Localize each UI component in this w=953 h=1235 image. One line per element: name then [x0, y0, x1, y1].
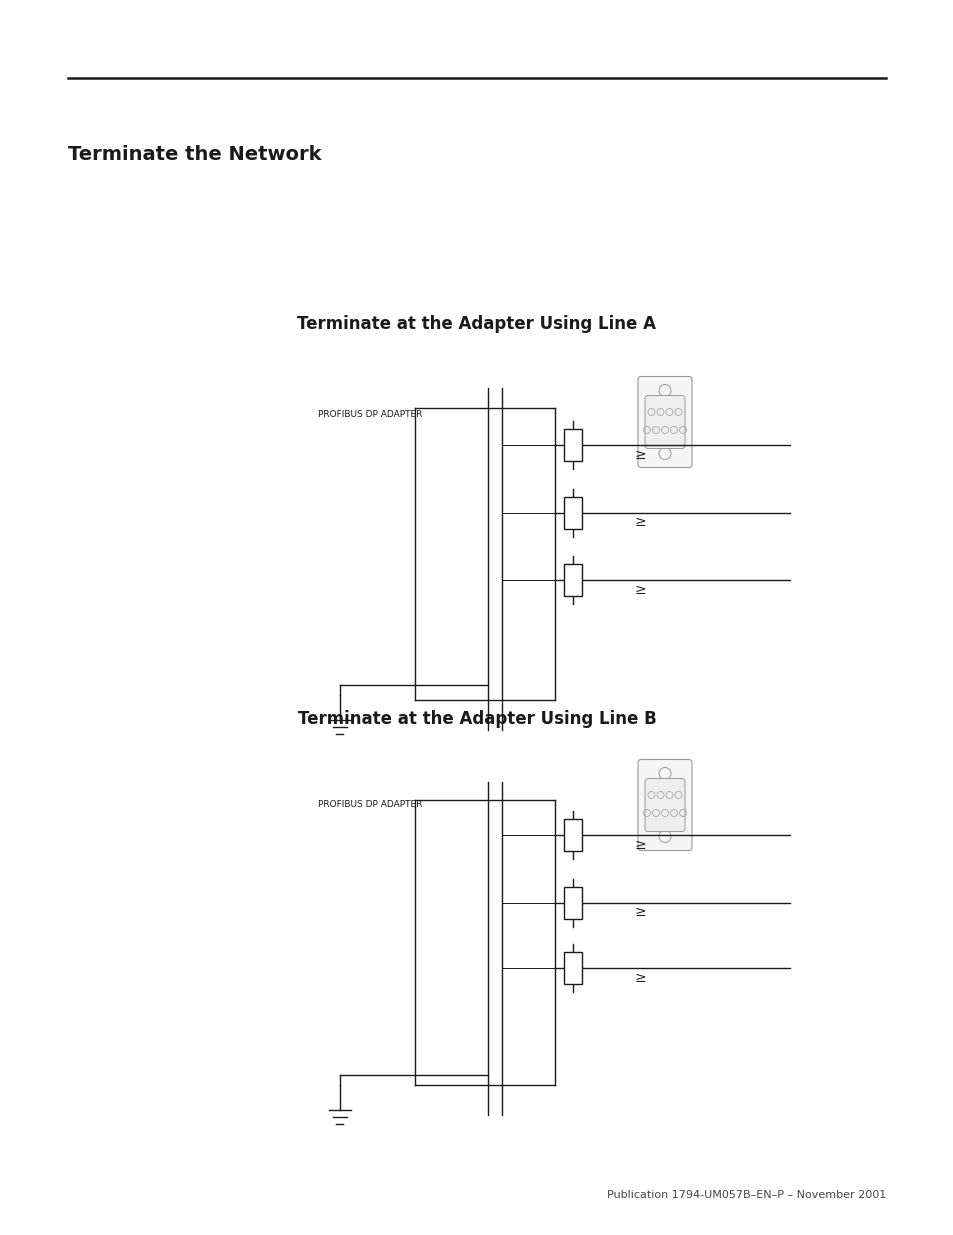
Text: ≥: ≥ — [634, 839, 645, 852]
Text: ≥: ≥ — [634, 971, 645, 986]
Bar — [563, 564, 581, 597]
FancyBboxPatch shape — [644, 778, 684, 831]
Text: PROFIBUS DP ADAPTER: PROFIBUS DP ADAPTER — [317, 800, 422, 809]
Text: Publication 1794-UM057B–EN–P – November 2001: Publication 1794-UM057B–EN–P – November … — [606, 1191, 885, 1200]
Text: ≥: ≥ — [634, 905, 645, 919]
FancyBboxPatch shape — [638, 760, 691, 851]
Bar — [563, 952, 581, 984]
Text: Terminate the Network: Terminate the Network — [68, 144, 321, 164]
Bar — [563, 887, 581, 919]
Bar — [563, 819, 581, 851]
Text: Terminate at the Adapter Using Line B: Terminate at the Adapter Using Line B — [297, 710, 656, 727]
Bar — [563, 429, 581, 461]
Text: ≥: ≥ — [634, 583, 645, 597]
Text: ≥: ≥ — [634, 515, 645, 529]
Text: ≥: ≥ — [634, 448, 645, 462]
Bar — [563, 496, 581, 529]
FancyBboxPatch shape — [638, 377, 691, 468]
Text: PROFIBUS DP ADAPTER: PROFIBUS DP ADAPTER — [317, 410, 422, 419]
Text: Terminate at the Adapter Using Line A: Terminate at the Adapter Using Line A — [297, 315, 656, 333]
FancyBboxPatch shape — [644, 395, 684, 448]
